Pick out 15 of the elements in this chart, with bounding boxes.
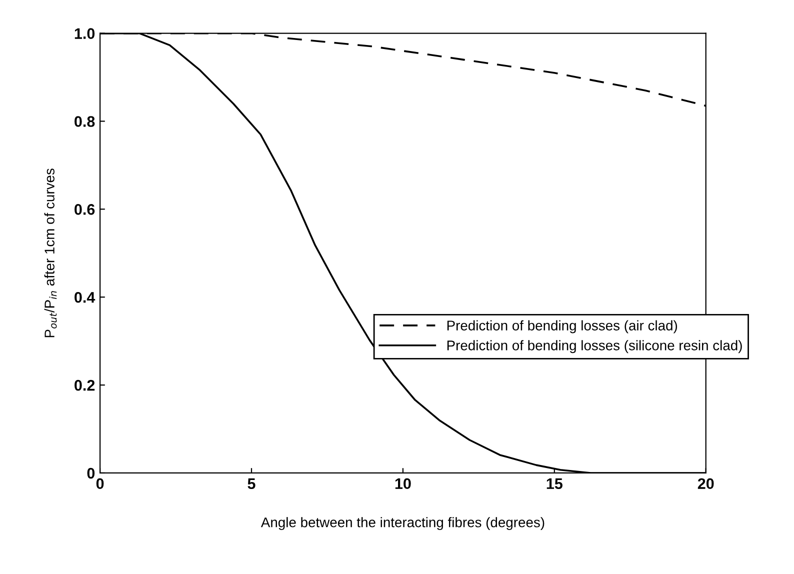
x-tick-label: 5 — [248, 478, 256, 490]
y-tick-label: 1.0 — [74, 28, 95, 39]
legend-label: Prediction of bending losses (silicone resin clad) — [447, 340, 742, 354]
legend-label: Prediction of bending losses (air clad) — [447, 320, 678, 334]
x-tick-label: 0 — [96, 478, 104, 490]
y-tick-label: 0 — [87, 468, 95, 479]
x-tick-label: 20 — [698, 478, 714, 490]
y-tick-label: 0.4 — [74, 292, 96, 303]
y-axis-title: P$_{out}$/P$_{in}$ after 1cm of curves — [44, 168, 57, 338]
y-tick-label: 0.6 — [74, 204, 95, 215]
x-axis-title: Angle between the interacting fibres (degrees) — [260, 517, 544, 530]
y-tick-label: 0.8 — [74, 116, 95, 127]
x-tick-label: 15 — [546, 478, 562, 490]
y-tick-label: 0.2 — [74, 380, 95, 391]
x-tick-label: 10 — [395, 478, 411, 490]
